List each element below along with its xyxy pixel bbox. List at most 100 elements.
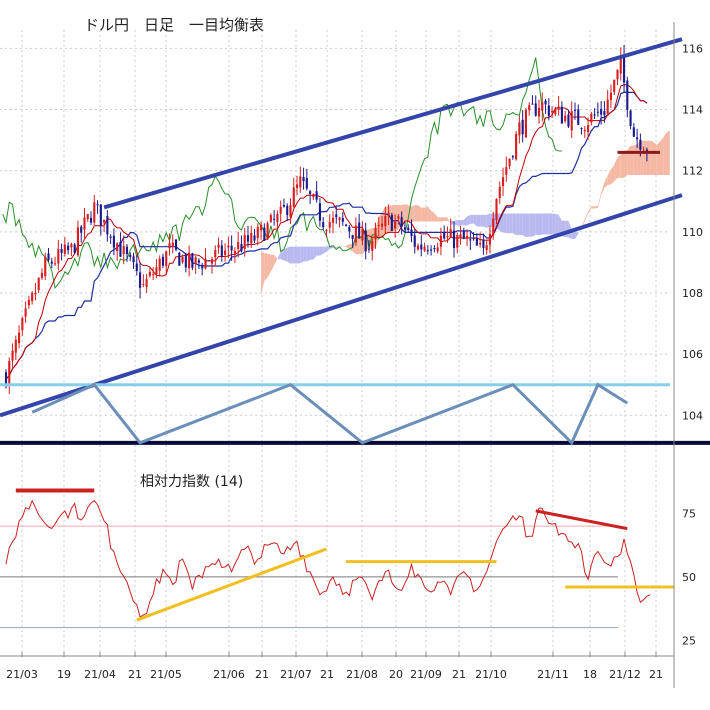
candle-body: [207, 260, 210, 262]
candle-body: [583, 129, 586, 132]
x-tick-label: 21/03: [6, 668, 38, 681]
cloud-segment: [610, 164, 615, 185]
cloud-segment: [414, 204, 419, 222]
candle-body: [106, 216, 109, 235]
candle-body: [557, 106, 560, 110]
candle-body: [243, 234, 246, 250]
cloud-segment: [437, 217, 441, 222]
candle-body: [492, 218, 495, 236]
candle-body: [600, 108, 603, 115]
cloud-segment: [310, 246, 314, 260]
candle-body: [292, 187, 295, 208]
candle-body: [609, 92, 613, 100]
candle-body: [89, 217, 93, 223]
candle-body: [377, 224, 380, 226]
candle-body: [279, 206, 282, 214]
candle-body: [148, 271, 151, 276]
x-tick-label: 21: [649, 668, 663, 681]
candle-body: [482, 239, 485, 249]
candle-body: [161, 256, 165, 266]
ichimoku-cloud: [261, 130, 670, 295]
candle-body: [299, 176, 302, 188]
rsi-tick-label: 75: [682, 507, 696, 520]
candle-body: [544, 100, 547, 105]
candle-body: [289, 205, 292, 218]
candle-body: [233, 250, 236, 254]
x-tick-label: 18: [583, 668, 597, 681]
cloud-segment: [483, 214, 487, 228]
candle-body: [165, 251, 168, 267]
cloud-segment: [555, 214, 559, 237]
candle-body: [413, 235, 416, 247]
candle-body: [639, 139, 642, 150]
candle-body: [645, 149, 648, 151]
price-tick-label: 104: [682, 409, 703, 422]
candle-body: [577, 109, 580, 125]
candle-body: [495, 199, 498, 221]
candle-body: [184, 255, 187, 268]
candle-body: [246, 235, 250, 242]
candle-body: [456, 235, 459, 248]
candle-body: [367, 248, 371, 250]
rsi-tick-label: 50: [682, 571, 696, 584]
axes: 104 106 108 110 112 114 116 25 50 75 21/03 19 21/04 2…: [0, 22, 703, 688]
cloud-segment: [529, 213, 533, 237]
cloud-segment: [460, 220, 464, 226]
candle-body: [328, 222, 331, 228]
candle-body: [459, 234, 462, 238]
x-tick-label: 21/09: [410, 668, 442, 681]
candle-body: [135, 263, 138, 271]
cloud-segment: [280, 249, 284, 261]
candle-body: [309, 191, 312, 194]
candle-body: [139, 272, 142, 288]
candle-body: [466, 235, 469, 239]
cloud-segment: [287, 246, 291, 264]
candle-body: [286, 205, 289, 216]
cloud-segment: [535, 213, 540, 236]
cloud-segment: [627, 145, 631, 175]
cloud-segment: [503, 213, 507, 234]
candle-body: [511, 156, 514, 158]
cloud-segment: [270, 254, 275, 272]
candle-body: [18, 332, 21, 344]
cloud-segment: [519, 213, 523, 236]
rsi-rising-support-line: [136, 547, 327, 622]
candle-body: [521, 119, 524, 135]
candle-body: [4, 372, 8, 387]
x-tick-label: 21/08: [346, 668, 378, 681]
candle-body: [400, 217, 403, 227]
candle-body: [410, 229, 413, 237]
cloud-segment: [264, 253, 268, 282]
candle-body: [259, 224, 263, 230]
cloud-segment: [303, 246, 307, 262]
candle-body: [524, 109, 527, 138]
candle-body: [312, 194, 315, 198]
candle-body: [194, 257, 197, 265]
cloud-segment: [653, 141, 657, 175]
candle-body: [201, 265, 204, 269]
rsi-tick-label: 25: [682, 634, 696, 647]
candle-body: [567, 114, 570, 127]
channel-lower-line: [0, 193, 683, 418]
candle-body: [345, 224, 348, 226]
cloud-segment: [656, 141, 660, 175]
candle-body: [145, 279, 148, 287]
candle-body: [348, 227, 351, 232]
candle-body: [573, 109, 577, 111]
cloud-segment: [607, 169, 611, 186]
cloud-segment: [558, 214, 562, 237]
cloud-segment: [565, 220, 569, 238]
cloud-segment: [440, 217, 445, 222]
cloud-segment: [624, 150, 628, 178]
cloud-segment: [646, 140, 651, 175]
candle-body: [276, 213, 279, 223]
x-tick-label: 21: [452, 668, 466, 681]
cloud-segment: [509, 213, 513, 234]
candle-body: [593, 114, 596, 116]
x-tick-label: 21/06: [213, 668, 245, 681]
candle-body: [240, 243, 243, 252]
candle-body: [155, 267, 158, 275]
candle-body: [436, 247, 439, 252]
candle-body: [295, 184, 299, 189]
candle-body: [47, 253, 50, 261]
